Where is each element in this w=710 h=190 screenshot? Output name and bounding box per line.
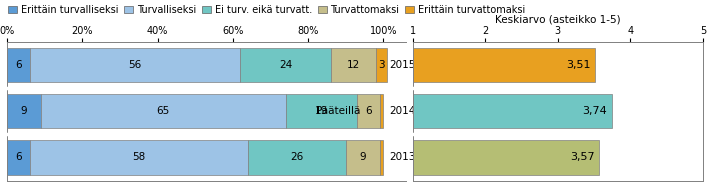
Text: 24: 24 xyxy=(279,60,292,70)
Bar xyxy=(285,94,357,128)
Bar xyxy=(380,94,383,128)
Text: 6: 6 xyxy=(365,106,371,116)
Text: 9: 9 xyxy=(21,106,28,116)
Text: 12: 12 xyxy=(346,60,360,70)
Text: 58: 58 xyxy=(132,152,146,162)
Legend: Erittäin turvalliseksi, Turvalliseksi, Ei turv. eikä turvatt., Turvattomaksi, Er: Erittäin turvalliseksi, Turvalliseksi, E… xyxy=(9,5,525,15)
Text: 3,57: 3,57 xyxy=(570,152,595,162)
Bar xyxy=(413,94,611,128)
Bar xyxy=(7,140,30,175)
Text: 19: 19 xyxy=(315,106,328,116)
Text: Pääteillä: Pääteillä xyxy=(316,106,361,116)
Bar xyxy=(413,140,599,175)
Bar xyxy=(346,140,380,175)
Text: 56: 56 xyxy=(129,60,142,70)
Bar xyxy=(30,140,248,175)
Bar xyxy=(41,94,285,128)
Text: 3: 3 xyxy=(378,60,385,70)
Bar xyxy=(380,140,383,175)
Bar xyxy=(241,48,331,82)
Text: 26: 26 xyxy=(290,152,303,162)
Text: 6: 6 xyxy=(15,152,22,162)
Bar xyxy=(413,48,595,82)
Text: 6: 6 xyxy=(15,60,22,70)
Bar xyxy=(357,94,380,128)
Text: 3,51: 3,51 xyxy=(566,60,591,70)
Text: 2015: 2015 xyxy=(389,60,415,70)
Text: 65: 65 xyxy=(157,106,170,116)
Bar xyxy=(248,140,346,175)
Text: 3,74: 3,74 xyxy=(582,106,607,116)
Bar xyxy=(376,48,387,82)
Bar xyxy=(331,48,376,82)
Text: 2013: 2013 xyxy=(389,152,415,162)
Bar xyxy=(7,94,41,128)
Text: 9: 9 xyxy=(359,152,366,162)
Bar xyxy=(30,48,241,82)
Bar xyxy=(7,48,30,82)
Title: Keskiarvo (asteikko 1-5): Keskiarvo (asteikko 1-5) xyxy=(495,14,621,24)
Text: 2014: 2014 xyxy=(389,106,415,116)
